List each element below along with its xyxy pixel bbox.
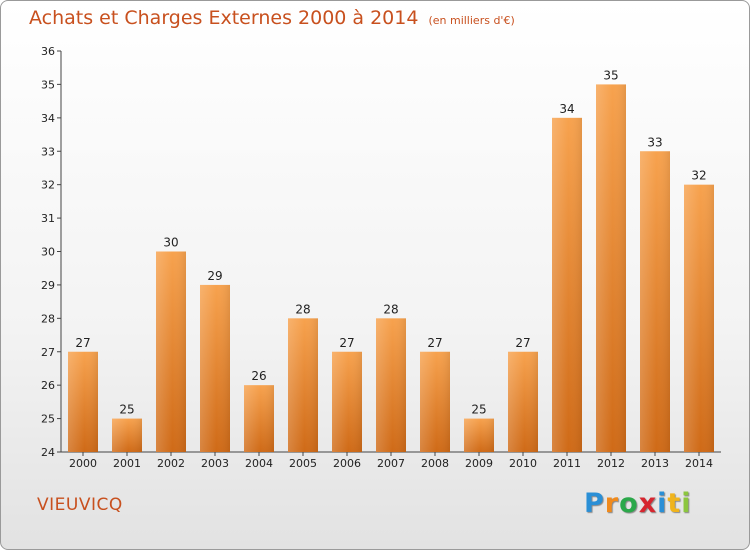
logo-letter: i	[657, 488, 668, 519]
bar-shade-2002	[156, 251, 186, 452]
x-tick-label-2013: 2013	[641, 457, 669, 470]
x-tick-label-2011: 2011	[553, 457, 581, 470]
x-tick-label-2001: 2001	[113, 457, 141, 470]
y-tick-label: 28	[41, 312, 55, 325]
data-label-2008: 27	[427, 336, 442, 350]
bar-shade-2013	[640, 151, 670, 452]
data-label-2009: 25	[471, 403, 486, 417]
y-tick-label: 25	[41, 413, 55, 426]
y-tick-label: 24	[41, 446, 55, 459]
x-tick-label-2002: 2002	[157, 457, 185, 470]
x-tick-label-2000: 2000	[69, 457, 97, 470]
bar-shade-2012	[596, 84, 626, 453]
data-label-2003: 29	[207, 269, 222, 283]
logo-letter: i	[681, 488, 692, 519]
y-tick-label: 36	[41, 45, 55, 58]
data-label-2002: 30	[163, 236, 178, 250]
bar-shade-2000	[68, 351, 98, 452]
x-tick-label-2003: 2003	[201, 457, 229, 470]
unit-text: (en milliers d'€)	[428, 14, 515, 27]
bar-shade-2008	[420, 351, 450, 452]
logo-letter: r	[604, 488, 620, 519]
x-tick-label-2012: 2012	[597, 457, 625, 470]
data-label-2005: 28	[295, 302, 310, 316]
title-text: Achats et Charges Externes 2000 à 2014	[29, 7, 419, 29]
commune-name: VIEUVICQ	[37, 495, 123, 515]
bar-shade-2014	[684, 184, 714, 452]
bar-shade-2011	[552, 117, 582, 452]
data-label-2007: 28	[383, 302, 398, 316]
data-label-2011: 34	[559, 102, 574, 116]
bar-shade-2006	[332, 351, 362, 452]
y-tick-label: 32	[41, 179, 55, 192]
data-label-2001: 25	[119, 403, 134, 417]
chart-title: Achats et Charges Externes 2000 à 2014 (e…	[29, 7, 515, 29]
logo-letter: x	[638, 488, 658, 519]
x-tick-label-2008: 2008	[421, 457, 449, 470]
bar-shade-2010	[508, 351, 538, 452]
bar-shade-2003	[200, 284, 230, 452]
data-label-2004: 26	[251, 369, 266, 383]
x-tick-label-2014: 2014	[685, 457, 713, 470]
y-tick-label: 35	[41, 78, 55, 91]
y-tick-label: 31	[41, 212, 55, 225]
y-tick-label: 26	[41, 379, 55, 392]
x-tick-label-2010: 2010	[509, 457, 537, 470]
data-label-2006: 27	[339, 336, 354, 350]
bar-shade-2004	[244, 385, 274, 452]
x-tick-label-2005: 2005	[289, 457, 317, 470]
x-tick-label-2004: 2004	[245, 457, 273, 470]
proxiti-logo: Proxiti	[584, 488, 692, 519]
data-label-2013: 33	[647, 135, 662, 149]
y-tick-label: 34	[41, 112, 55, 125]
x-tick-label-2009: 2009	[465, 457, 493, 470]
y-tick-label: 30	[41, 246, 55, 259]
data-label-2012: 35	[603, 68, 618, 82]
y-tick-label: 27	[41, 346, 55, 359]
y-tick-label: 29	[41, 279, 55, 292]
logo-letter: P	[584, 488, 605, 519]
data-label-2014: 32	[691, 169, 706, 183]
x-tick-label-2007: 2007	[377, 457, 405, 470]
bar-shade-2009	[464, 418, 494, 452]
data-label-2010: 27	[515, 336, 530, 350]
y-tick-label: 33	[41, 145, 55, 158]
bar-shade-2001	[112, 418, 142, 452]
logo-letter: t	[667, 488, 682, 519]
bar-shade-2005	[288, 318, 318, 452]
data-label-2000: 27	[75, 336, 90, 350]
x-tick-label-2006: 2006	[333, 457, 361, 470]
logo-letter: o	[619, 488, 639, 519]
bar-shade-2007	[376, 318, 406, 452]
